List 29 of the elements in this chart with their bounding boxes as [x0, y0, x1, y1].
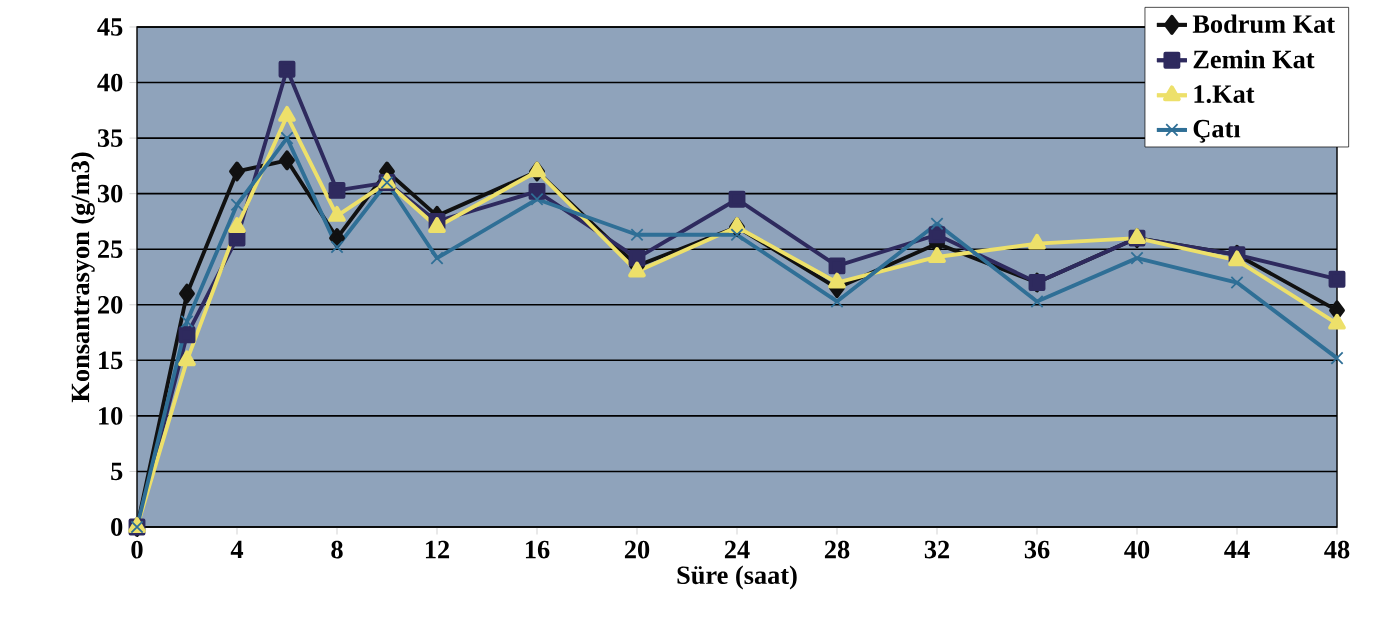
- x-tick-label: 28: [824, 540, 850, 559]
- legend-label: Bodrum Kat: [1192, 14, 1335, 33]
- y-tick-label: 30: [97, 184, 123, 203]
- x-tick-label: 40: [1124, 540, 1150, 559]
- x-tick-label: 32: [924, 540, 950, 559]
- y-tick-label: 20: [98, 295, 123, 314]
- x-tick-label: 24: [724, 540, 750, 559]
- y-axis-title: Konsantrasyon (g/m3): [70, 152, 95, 403]
- x-tick-label: 44: [1224, 540, 1250, 559]
- x-tick-label: 16: [525, 540, 550, 559]
- y-tick-label: 40: [97, 73, 123, 92]
- y-tick-label: 10: [99, 406, 123, 425]
- x-tick-label: 0: [131, 540, 143, 559]
- x-tick-label: 36: [1024, 540, 1050, 559]
- y-tick-label: 25: [98, 240, 123, 259]
- y-tick-label: 5: [111, 462, 123, 481]
- y-tick-label: 35: [97, 129, 123, 147]
- legend-label: Zemin Kat: [1193, 49, 1315, 69]
- y-tick-label: 15: [99, 351, 123, 370]
- x-tick-label: 8: [331, 540, 343, 559]
- legend-label: Çatı: [1193, 119, 1241, 143]
- x-tick-label: 12: [425, 540, 450, 559]
- x-tick-label: 20: [624, 540, 650, 559]
- y-tick-label: 45: [97, 18, 123, 36]
- x-axis-title: Süre (saat): [677, 565, 797, 590]
- y-tick-label: 0: [111, 518, 123, 536]
- legend-label: 1.Kat: [1194, 85, 1255, 104]
- x-tick-label: 48: [1324, 540, 1350, 559]
- x-tick-label: 4: [230, 540, 244, 559]
